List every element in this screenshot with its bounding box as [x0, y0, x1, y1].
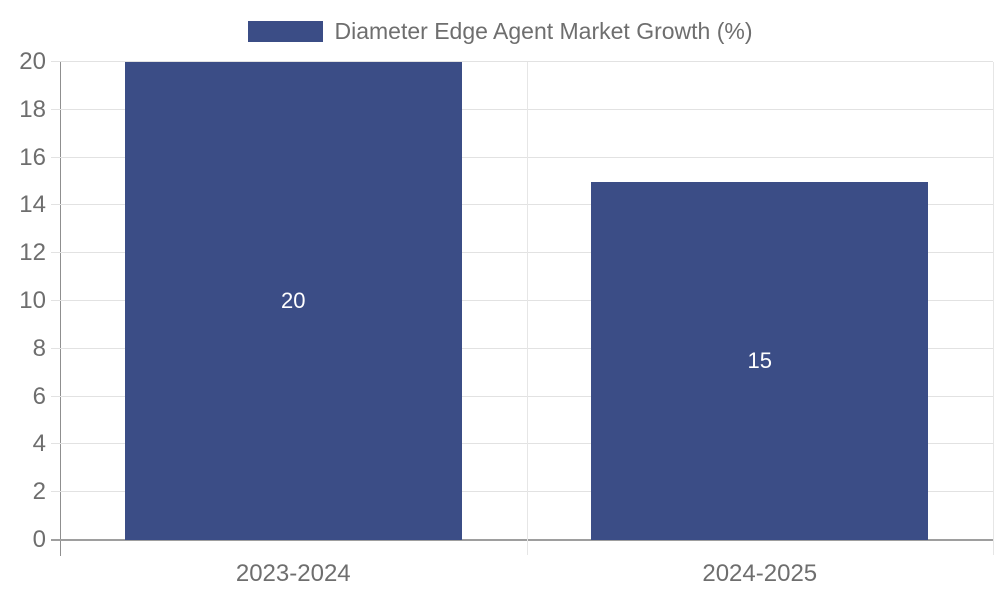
gridline-y-18: [51, 108, 993, 110]
chart-legend: Diameter Edge Agent Market Growth (%): [0, 14, 1000, 48]
gridline-y-16: [51, 156, 993, 158]
y-tick-label: 10: [19, 287, 46, 314]
legend-swatch-icon: [247, 20, 323, 42]
gridline-y-2: [51, 491, 993, 493]
y-tick-label: 14: [19, 191, 46, 219]
gridline-y-20: [51, 61, 993, 62]
bar-value-label: 15: [747, 347, 772, 373]
y-tick-label: 18: [19, 95, 46, 123]
y-tick-label: 12: [19, 239, 46, 267]
gridline-y-8: [51, 347, 993, 349]
gridline-y-6: [51, 395, 993, 397]
y-tick-label: 4: [32, 430, 46, 458]
bar-2023-2024: 20: [124, 62, 462, 540]
bar-value-label: 20: [280, 288, 306, 313]
y-tick-label: 8: [32, 334, 46, 362]
gridline-x-2: [993, 62, 994, 555]
gridline-y-12: [51, 252, 993, 254]
gridline-x-1: [526, 62, 528, 555]
gridline-y-4: [51, 443, 993, 445]
x-tick-label: 2024-2025: [702, 560, 818, 587]
plot-area: 0 2 4 6 8 10 12 14 16 18 20 20 2023-2024 15 2024-2025: [19, 50, 994, 586]
y-tick-label: 6: [32, 382, 46, 410]
y-axis-line: [60, 62, 61, 556]
bar-2024-2025: 15: [591, 181, 929, 540]
y-tick-label: 16: [19, 143, 46, 171]
y-tick-label: 20: [19, 48, 46, 75]
legend-label: Diameter Edge Agent Market Growth (%): [334, 17, 753, 44]
gridline-y-14: [51, 204, 993, 206]
y-tick-label: 0: [32, 526, 46, 553]
y-tick-label: 2: [32, 478, 46, 506]
x-axis-line: [51, 539, 993, 541]
gridline-y-10: [51, 300, 993, 301]
x-tick-label: 2023-2024: [235, 560, 351, 587]
